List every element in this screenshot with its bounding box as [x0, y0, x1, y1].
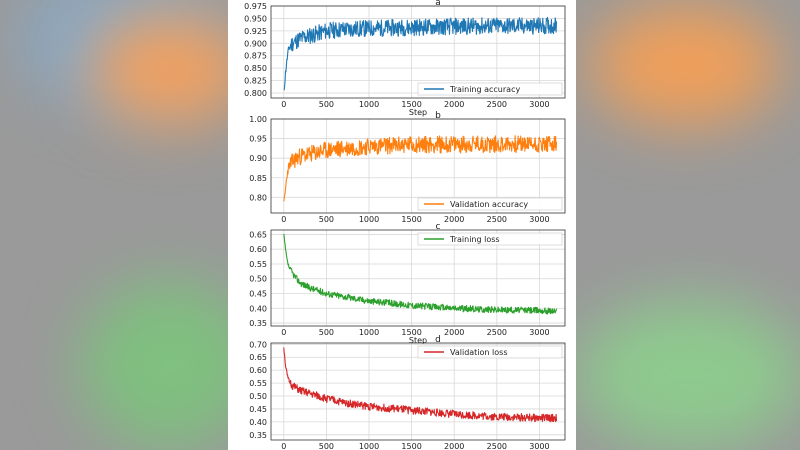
- y-tick-label: 0.45: [249, 405, 267, 414]
- background-blur-orange-left: [90, 15, 250, 125]
- x-tick-label: 2000: [444, 215, 464, 224]
- x-tick-label: 1500: [401, 100, 421, 109]
- y-tick-label: 0.45: [249, 290, 267, 299]
- y-tick-label: 0.55: [249, 379, 267, 388]
- y-tick-label: 0.85: [249, 174, 267, 183]
- legend-label: Training accuracy: [449, 85, 520, 94]
- x-tick-label: 2000: [444, 100, 464, 109]
- legend-label: Validation accuracy: [450, 200, 528, 209]
- y-tick-label: 0.60: [249, 366, 267, 375]
- legend-box: [417, 345, 563, 359]
- x-axis-label: Step: [409, 336, 427, 345]
- chart-d: d 0 500 1000 1500 2000 2500 3000 0.35 0.40 0.45 0.5…: [249, 335, 566, 450]
- plot-frame: [270, 229, 566, 327]
- x-axis-label: Step: [409, 108, 427, 117]
- legend-label: Training loss: [449, 235, 500, 244]
- x-tick-label: 500: [319, 328, 334, 337]
- x-tick-label: 3000: [529, 328, 549, 337]
- figure-panel: a 0 500 1000 1500 2000 2500 3000 0.800 0.825 0.850…: [228, 0, 576, 450]
- series-line-c: [283, 233, 558, 315]
- chart-a: a 0 500 1000 1500 2000 2500 3000 0.800 0.825 0.850…: [244, 0, 566, 117]
- x-tick-label: 3000: [529, 215, 549, 224]
- panel-label: c: [436, 222, 441, 232]
- x-tick-label: 2000: [444, 442, 464, 450]
- series-line-d: [283, 347, 558, 423]
- x-tick-label: 1000: [359, 215, 379, 224]
- x-tick-label: 1000: [359, 442, 379, 450]
- chart-b: b 0 500 1000 1500 2000 2500 3000 0.80 0.85 0.90 0.9…: [249, 111, 566, 224]
- panel-label: b: [435, 111, 441, 121]
- y-tick-label: 0.40: [249, 304, 267, 313]
- x-tick-label: 2000: [444, 328, 464, 337]
- x-tick-label: 500: [319, 100, 334, 109]
- y-tick-label: 1.00: [249, 115, 267, 124]
- plot-frame: [270, 342, 566, 441]
- panel-label: d: [435, 335, 441, 345]
- x-tick-label: 2500: [487, 328, 507, 337]
- y-tick-label: 0.925: [244, 27, 267, 36]
- legend-box: [417, 197, 563, 211]
- x-tick-label: 1000: [359, 328, 379, 337]
- y-tick-label: 0.40: [249, 418, 267, 427]
- y-tick-label: 0.95: [249, 135, 267, 144]
- x-tick-label: 500: [319, 215, 334, 224]
- y-tick-label: 0.975: [244, 2, 267, 11]
- y-tick-label: 0.800: [244, 89, 267, 98]
- legend-box: [417, 82, 563, 96]
- y-tick-label: 0.35: [249, 319, 267, 328]
- panel-label: a: [435, 0, 441, 8]
- background-blur-orange-right: [590, 5, 780, 125]
- x-tick-label: 0: [281, 442, 286, 450]
- y-tick-label: 0.65: [249, 230, 267, 239]
- series-line-b: [283, 135, 558, 202]
- y-tick-label: 0.50: [249, 275, 267, 284]
- y-tick-label: 0.900: [244, 39, 267, 48]
- y-tick-label: 0.875: [244, 52, 267, 61]
- x-tick-label: 0: [281, 215, 286, 224]
- legend-box: [417, 232, 563, 246]
- x-tick-label: 0: [281, 100, 286, 109]
- plot-frame: [270, 118, 566, 214]
- y-tick-label: 0.950: [244, 14, 267, 23]
- figure-canvas: a0 500 1000 1500 2000 2500 30000.8000.8250.850…: [244, 0, 566, 450]
- plot-frame: [270, 5, 566, 99]
- legend-label: Validation loss: [450, 348, 508, 357]
- x-tick-label: 500: [319, 442, 334, 450]
- y-tick-label: 0.60: [249, 245, 267, 254]
- x-tick-label: 2500: [487, 215, 507, 224]
- y-tick-label: 0.35: [249, 431, 267, 440]
- y-tick-label: 0.65: [249, 353, 267, 362]
- y-tick-label: 0.50: [249, 392, 267, 401]
- y-tick-label: 0.825: [244, 77, 267, 86]
- x-tick-label: 3000: [529, 442, 549, 450]
- y-tick-label: 0.70: [249, 340, 267, 349]
- y-tick-label: 0.80: [249, 193, 267, 202]
- x-tick-label: 2500: [487, 100, 507, 109]
- x-tick-label: 0: [281, 328, 286, 337]
- x-tick-label: 1500: [401, 328, 421, 337]
- chart-c: c 0 500 1000 1500 2000 2500 3000 0.35 0.40 0.45 0.5…: [249, 222, 566, 345]
- y-tick-label: 0.90: [249, 154, 267, 163]
- y-tick-label: 0.850: [244, 64, 267, 73]
- x-tick-label: 3000: [529, 100, 549, 109]
- x-tick-label: 1500: [401, 442, 421, 450]
- series-line-a: [283, 16, 558, 91]
- x-tick-label: 1000: [359, 100, 379, 109]
- x-tick-label: 2500: [487, 442, 507, 450]
- background-blur-green-right: [575, 300, 800, 450]
- y-tick-label: 0.55: [249, 260, 267, 269]
- x-tick-label: 1500: [401, 215, 421, 224]
